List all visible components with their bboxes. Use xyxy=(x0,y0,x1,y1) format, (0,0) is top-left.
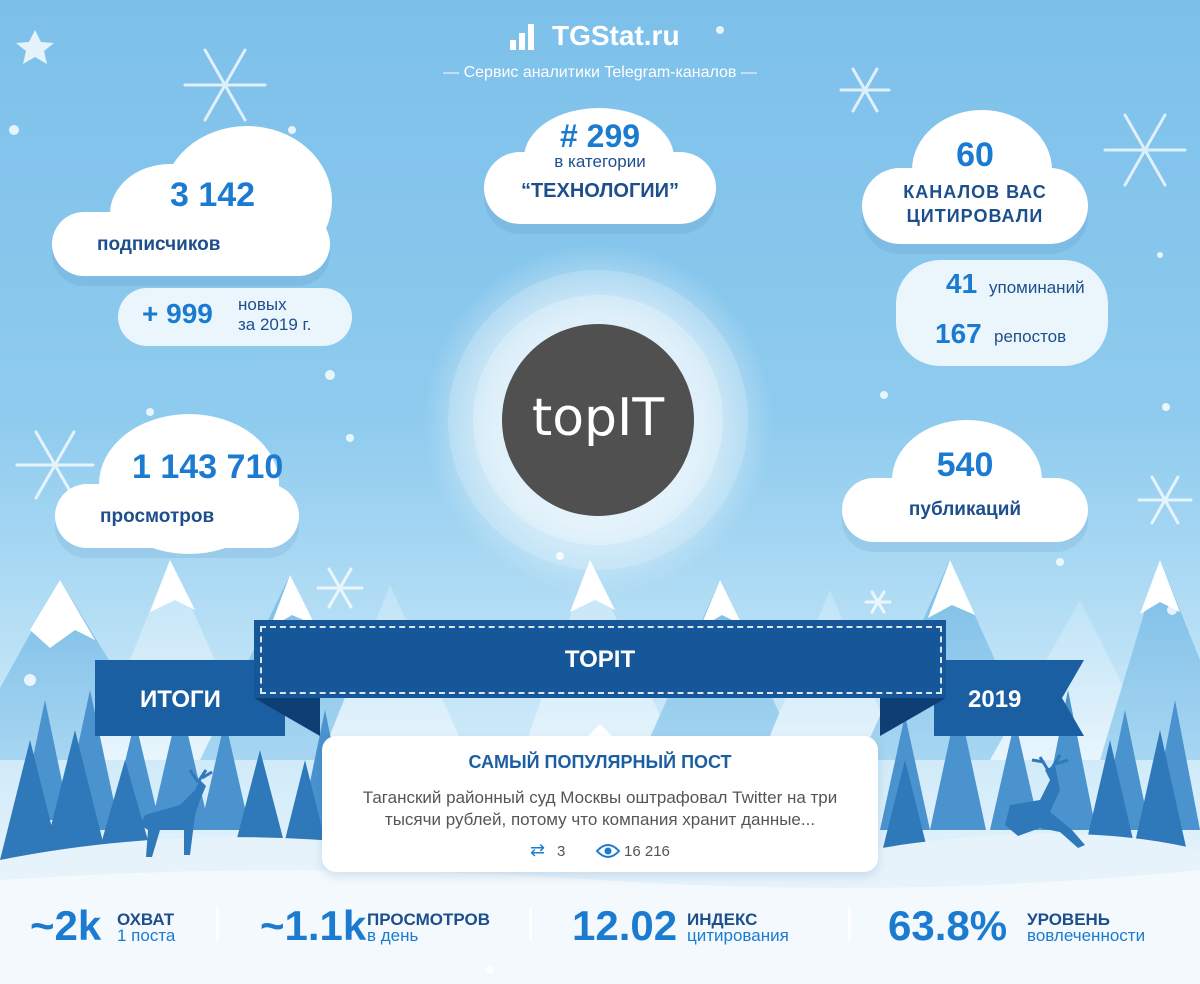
separator xyxy=(216,908,219,940)
new-subscribers-line1: новых xyxy=(238,295,287,314)
citation-index-sub: цитирования xyxy=(687,926,789,945)
citations-line2: ЦИТИРОВАЛИ xyxy=(906,206,1044,226)
banner-channel: TOPIT xyxy=(564,646,636,673)
post-card-pointer xyxy=(588,724,612,736)
new-subscribers-pill xyxy=(118,288,352,346)
banner-center xyxy=(254,620,946,698)
banner-right xyxy=(934,660,1084,736)
post-views: 16 216 xyxy=(624,843,670,860)
subscribers-label: подписчиков xyxy=(97,234,221,255)
post-text-line2: тысячи рублей, потому что компания храни… xyxy=(384,810,816,829)
citation-index-label: ИНДЕКС xyxy=(687,910,758,929)
reposts-value: 167 xyxy=(935,318,982,349)
separator xyxy=(848,908,851,940)
subscribers-cloud xyxy=(52,126,332,276)
rank-cloud xyxy=(484,108,716,224)
mentions-label: упоминаний xyxy=(989,278,1085,297)
engagement-sub: вовлеченности xyxy=(1027,926,1146,945)
banner-right-text: 2019 xyxy=(968,686,1022,713)
new-subscribers-value: + 999 xyxy=(142,298,213,329)
mentions-value: 41 xyxy=(946,268,978,299)
views-value: 1 143 710 xyxy=(132,448,284,486)
engagement-value: 63.8% xyxy=(888,902,1008,949)
subscribers-value: 3 142 xyxy=(170,176,256,214)
bar-chart-icon xyxy=(510,24,538,50)
rank-category: “ТЕХНОЛОГИИ” xyxy=(520,180,680,202)
banner-left-text: ИТОГИ xyxy=(140,686,221,713)
rank-label: в категории xyxy=(554,152,646,171)
publications-cloud xyxy=(842,420,1088,542)
post-text-line1: Таганский районный суд Москвы оштрафовал… xyxy=(362,788,838,807)
publications-value: 540 xyxy=(936,446,994,484)
banner-stitch xyxy=(260,626,942,694)
reach-value: ~2k xyxy=(30,902,102,949)
daily-views-sub: в день xyxy=(367,926,419,945)
tagline: — Сервис аналитики Telegram-каналов — xyxy=(443,64,757,81)
views-label: просмотров xyxy=(100,506,215,527)
eye-icon xyxy=(596,844,620,858)
logo-text: TGStat.ru xyxy=(552,20,680,51)
rank-value: # 299 xyxy=(559,118,641,154)
views-cloud xyxy=(55,414,299,554)
citation-index-value: 12.02 xyxy=(572,902,678,949)
daily-views-label: ПРОСМОТРОВ xyxy=(367,910,490,929)
reach-sub: 1 поста xyxy=(117,926,176,945)
new-subscribers-line2: за 2019 г. xyxy=(238,315,312,334)
publications-label: публикаций xyxy=(908,499,1022,520)
new-subscribers-label: новых за 2019 г. xyxy=(238,295,311,335)
repost-icon: ⇄ xyxy=(530,840,546,860)
separator xyxy=(529,908,532,940)
citations-value: 60 xyxy=(956,136,994,174)
channel-avatar xyxy=(502,324,694,516)
post-title: САМЫЙ ПОПУЛЯРНЫЙ ПОСТ xyxy=(468,752,732,772)
citations-line1: КАНАЛОВ ВАС xyxy=(903,182,1047,202)
citations-cloud xyxy=(862,110,1088,244)
banner-fold-right xyxy=(880,698,946,736)
engagement-label: УРОВЕНЬ xyxy=(1027,910,1111,929)
mentions-cloud xyxy=(896,260,1108,366)
post-reposts: 3 xyxy=(557,843,566,860)
reach-label: ОХВАТ xyxy=(117,910,175,929)
avatar-text: topIT xyxy=(531,388,665,448)
banner-left xyxy=(95,660,285,736)
daily-views-value: ~1.1k xyxy=(260,902,367,949)
banner-fold-left xyxy=(254,698,320,736)
reposts-label: репостов xyxy=(994,327,1067,346)
